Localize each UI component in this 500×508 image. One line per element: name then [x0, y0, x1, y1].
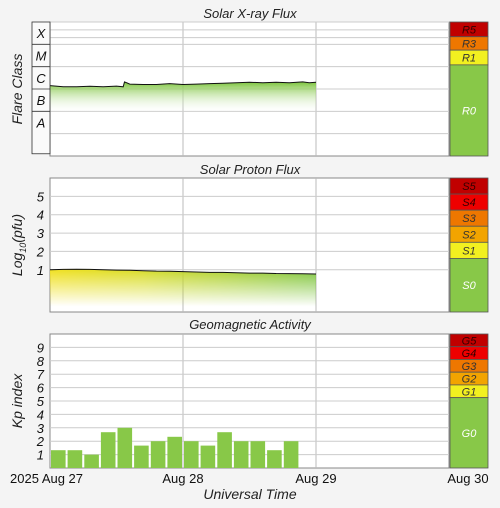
- scale-label-r0: R0: [462, 105, 477, 117]
- scale-label-s5: S5: [462, 181, 476, 193]
- scale-box-g0: [449, 397, 489, 469]
- scale-label-g0: G0: [462, 428, 478, 440]
- kp-bar: [250, 441, 266, 468]
- r-scale: R5 R3 R1 R0: [449, 21, 489, 157]
- scale-label-s0: S0: [462, 280, 476, 292]
- proton-title: Solar Proton Flux: [200, 162, 301, 177]
- kp-ylabel: Kp index: [9, 373, 25, 428]
- kp-ytick-7: 7: [37, 367, 45, 382]
- scale-label-s2: S2: [462, 229, 475, 241]
- kp-bar: [117, 427, 133, 468]
- kp-bar: [267, 450, 282, 468]
- kp-bar: [217, 432, 232, 468]
- scale-box-s0: [449, 257, 489, 313]
- scale-box-r0: [449, 64, 489, 157]
- kp-bar: [283, 441, 299, 468]
- x-tick-label: Aug 30: [447, 471, 488, 486]
- kp-bar: [233, 441, 249, 468]
- kp-bar: [51, 450, 66, 468]
- xray-flux-line: [49, 81, 317, 88]
- proton-ytick-1: 1: [37, 263, 44, 278]
- flare-class-label-x: X: [36, 26, 47, 41]
- kp-ytick-8: 8: [37, 354, 45, 369]
- kp-ytick-1: 1: [37, 448, 44, 463]
- scale-label-g3: G3: [462, 361, 478, 373]
- proton-ytick-5: 5: [37, 189, 45, 204]
- kp-bar: [184, 441, 199, 468]
- kp-ytick-2: 2: [36, 434, 45, 449]
- flare-class-label-a: A: [36, 116, 46, 131]
- flare-class-label-c: C: [36, 71, 46, 86]
- flare-class-label-m: M: [36, 49, 47, 64]
- scale-label-g5: G5: [462, 335, 478, 347]
- time-axis: 2025 Aug 27 Aug 28 Aug 29 Aug 30: [10, 471, 489, 486]
- scale-label-g2: G2: [462, 374, 477, 386]
- scale-label-r1: R1: [462, 53, 476, 65]
- flare-class-label-b: B: [37, 93, 46, 108]
- kp-bar: [100, 432, 116, 468]
- scale-label-r5: R5: [462, 24, 477, 36]
- kp-ytick-5: 5: [37, 394, 45, 409]
- proton-ytick-4: 4: [37, 208, 44, 223]
- kp-title: Geomagnetic Activity: [189, 317, 312, 332]
- kp-ytick-6: 6: [37, 381, 45, 396]
- kp-bar: [134, 445, 149, 468]
- scale-label-s1: S1: [462, 245, 475, 257]
- kp-bar: [84, 454, 99, 468]
- xray-series: [49, 81, 317, 114]
- x-tick-label: Aug 28: [162, 471, 203, 486]
- kp-bar: [67, 450, 83, 468]
- proton-ylabel: Log10(pfu): [9, 214, 28, 276]
- kp-ytick-4: 4: [37, 407, 44, 422]
- xray-ylabel: Flare Class: [9, 54, 25, 125]
- kp-ytick-9: 9: [37, 340, 44, 355]
- scale-label-g1: G1: [462, 386, 477, 398]
- proton-ytick-3: 3: [37, 226, 45, 241]
- scale-label-s3: S3: [462, 213, 476, 225]
- proton-flux-line: [49, 268, 317, 275]
- scale-label-s4: S4: [462, 197, 475, 209]
- proton-ytick-2: 2: [36, 244, 45, 259]
- scale-label-g4: G4: [462, 348, 477, 360]
- flare-class-column: [31, 21, 51, 155]
- xray-flux-fill: [50, 81, 316, 114]
- x-axis-title: Universal Time: [203, 486, 296, 502]
- scale-label-r3: R3: [462, 38, 477, 50]
- kp-bars: [51, 427, 299, 468]
- proton-yticks: 1 2 3 4 5: [36, 189, 45, 277]
- kp-bar: [167, 436, 182, 468]
- kp-bar: [200, 445, 216, 468]
- x-tick-label: Aug 29: [295, 471, 336, 486]
- kp-ytick-3: 3: [37, 421, 45, 436]
- kp-gridlines: [50, 334, 449, 468]
- kp-bar: [150, 441, 166, 468]
- proton-flux-fill: [50, 269, 316, 307]
- s-scale: S5 S4 S3 S2 S1 S0: [449, 177, 489, 313]
- proton-series: [49, 268, 317, 307]
- x-tick-label: 2025 Aug 27: [10, 471, 83, 486]
- xray-title: Solar X-ray Flux: [203, 6, 297, 21]
